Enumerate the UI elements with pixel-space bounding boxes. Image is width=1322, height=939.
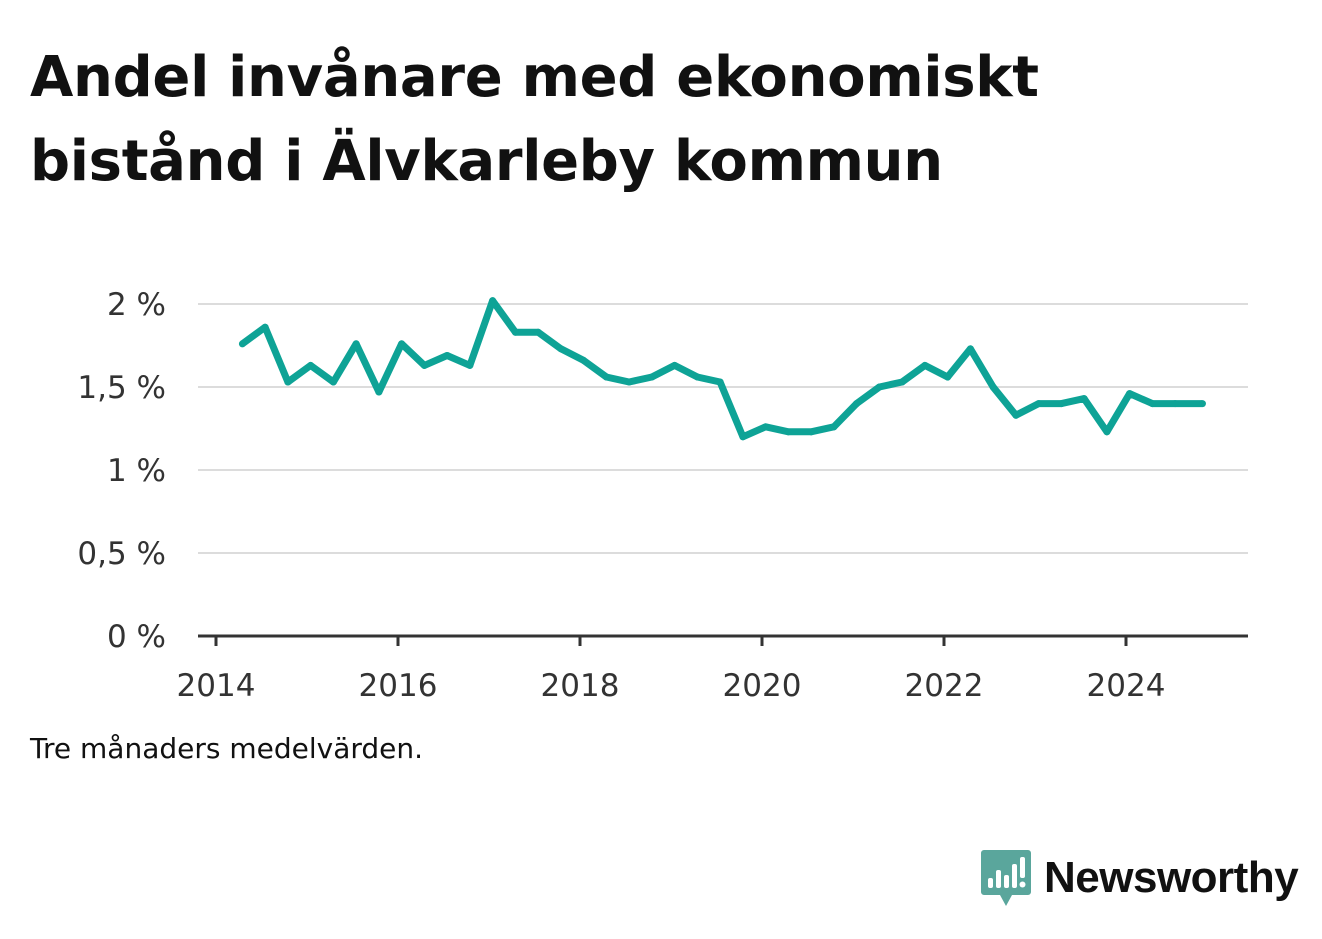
data-point xyxy=(375,388,383,396)
data-point xyxy=(625,378,633,386)
y-tick-label: 0,5 % xyxy=(77,536,166,572)
data-point xyxy=(511,328,519,336)
chart-caption: Tre månaders medelvärden. xyxy=(30,732,424,765)
data-point xyxy=(489,297,497,305)
data-point xyxy=(875,383,883,391)
series-layer xyxy=(238,297,1206,441)
x-tick-label: 2018 xyxy=(541,668,620,704)
data-point xyxy=(921,361,929,369)
data-point xyxy=(944,373,952,381)
brand-logo[interactable]: Newsworthy xyxy=(980,848,1299,908)
data-point xyxy=(602,373,610,381)
x-tick-label: 2022 xyxy=(905,668,984,704)
data-point xyxy=(557,345,565,353)
data-point xyxy=(534,328,542,336)
data-point xyxy=(716,378,724,386)
data-point xyxy=(898,378,906,386)
data-point xyxy=(739,433,747,441)
data-point xyxy=(1126,390,1134,398)
data-point xyxy=(398,340,406,348)
y-tick-label: 1,5 % xyxy=(77,370,166,406)
data-point xyxy=(307,361,315,369)
data-point xyxy=(762,423,770,431)
data-point xyxy=(966,345,974,353)
data-point xyxy=(580,356,588,364)
data-point xyxy=(853,400,861,408)
data-point xyxy=(238,340,246,348)
data-point xyxy=(1171,400,1179,408)
data-point xyxy=(784,428,792,436)
data-point xyxy=(989,383,997,391)
data-point xyxy=(693,373,701,381)
data-point xyxy=(352,340,360,348)
data-point xyxy=(1148,400,1156,408)
data-point xyxy=(807,428,815,436)
x-tick-label: 2020 xyxy=(723,668,802,704)
data-point xyxy=(1035,400,1043,408)
y-tick-label: 0 % xyxy=(107,619,166,655)
data-point xyxy=(1012,411,1020,419)
y-axis-labels: 0 % 0,5 % 1 % 1,5 % 2 % xyxy=(77,287,166,655)
chart-title: Andel invånare med ekonomiskt bistånd i … xyxy=(30,45,1039,194)
data-point xyxy=(329,378,337,386)
data-point xyxy=(420,361,428,369)
brand-name: Newsworthy xyxy=(1044,853,1299,902)
data-point xyxy=(1103,428,1111,436)
data-point xyxy=(261,323,269,331)
x-tick-label: 2016 xyxy=(359,668,438,704)
x-axis xyxy=(198,634,1248,646)
x-tick-label: 2024 xyxy=(1087,668,1166,704)
y-tick-label: 2 % xyxy=(107,287,166,323)
data-point xyxy=(443,351,451,359)
data-point xyxy=(671,361,679,369)
data-point xyxy=(830,423,838,431)
newsworthy-logo-icon xyxy=(981,850,1031,906)
data-point xyxy=(1080,395,1088,403)
data-point xyxy=(1057,400,1065,408)
series-line xyxy=(240,297,1203,441)
data-point xyxy=(648,373,656,381)
data-point xyxy=(284,378,292,386)
data-point xyxy=(466,361,474,369)
y-tick-label: 1 % xyxy=(107,453,166,489)
x-axis-labels: 2014 2016 2018 2020 2022 2024 xyxy=(177,668,1166,704)
x-tick-label: 2014 xyxy=(177,668,256,704)
data-point xyxy=(1198,400,1206,408)
